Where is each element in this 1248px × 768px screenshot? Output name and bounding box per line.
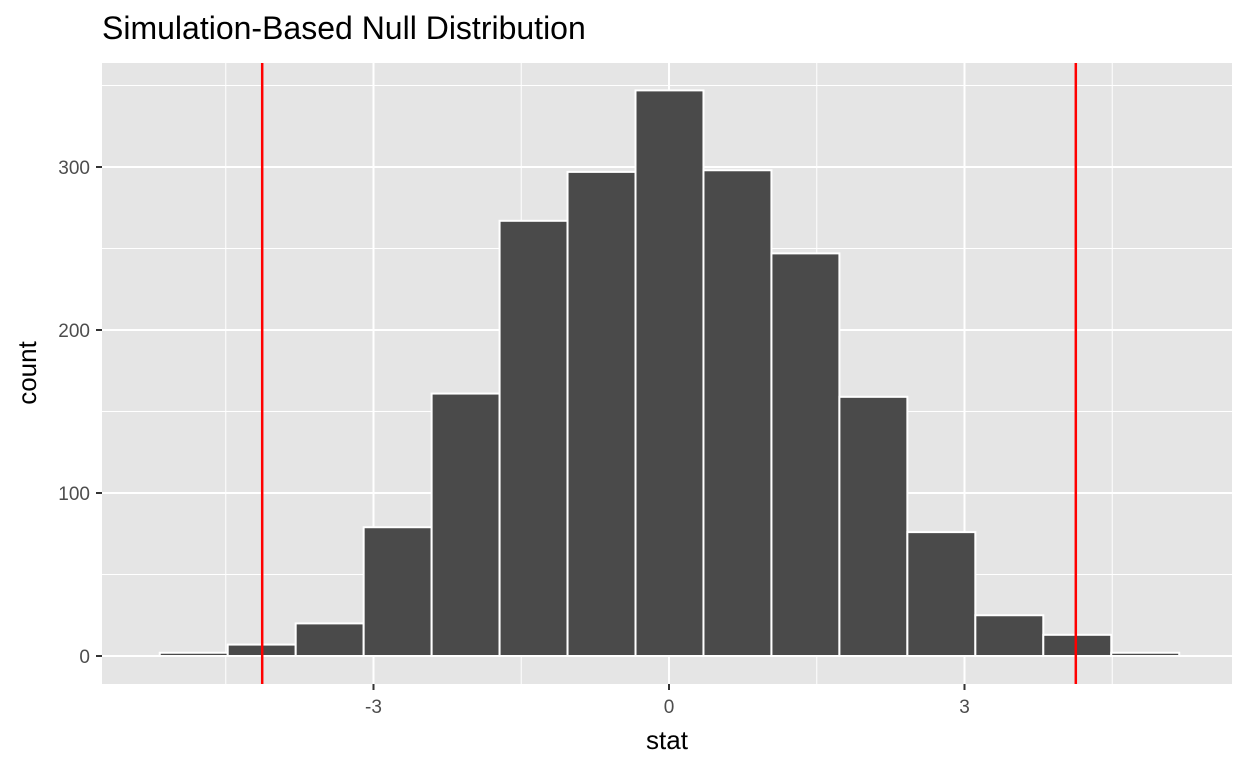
histogram-bar xyxy=(838,395,909,657)
critical-value-lines xyxy=(260,63,1078,684)
y-tick-label: 200 xyxy=(58,321,90,342)
histogram-bar xyxy=(770,252,841,657)
x-axis: -3 0 3 xyxy=(365,684,970,718)
histogram-bar xyxy=(974,614,1045,657)
histogram-bar xyxy=(294,622,365,658)
histogram-bar xyxy=(498,219,569,657)
y-tick-label: 0 xyxy=(79,647,90,668)
histogram-bar xyxy=(906,531,977,657)
y-axis: 0 100 200 300 xyxy=(58,158,102,668)
histogram-bar xyxy=(566,170,637,657)
histogram-bar xyxy=(634,89,705,657)
histogram-bar xyxy=(702,169,773,657)
x-tick-label: 0 xyxy=(664,697,675,718)
x-tick-label: 3 xyxy=(959,697,970,718)
histogram-bar xyxy=(362,526,433,657)
x-axis-title: stat xyxy=(646,725,689,755)
histogram-bar xyxy=(1042,633,1113,657)
y-tick-label: 100 xyxy=(58,484,90,505)
y-axis-title: count xyxy=(12,340,42,404)
histogram-bar xyxy=(1110,651,1181,657)
histogram-bar xyxy=(158,651,229,657)
y-tick-label: 300 xyxy=(58,158,90,179)
histogram-bar xyxy=(430,392,501,657)
x-tick-label: -3 xyxy=(365,697,382,718)
histogram-bars xyxy=(158,89,1181,658)
chart-title: Simulation-Based Null Distribution xyxy=(102,10,586,46)
